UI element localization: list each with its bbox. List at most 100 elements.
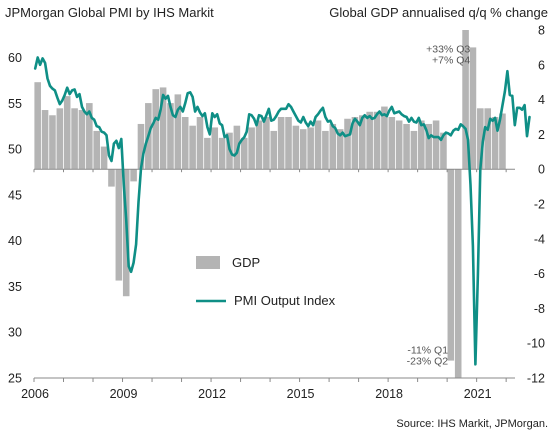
gdp-bar xyxy=(86,103,93,170)
gdp-bar xyxy=(351,117,359,170)
y-left-tick-label: 45 xyxy=(8,188,22,202)
gdp-bar xyxy=(359,115,366,170)
gdp-bar xyxy=(373,111,381,170)
gdp-bar xyxy=(204,137,211,170)
gdp-bar xyxy=(322,130,329,170)
gdp-bar xyxy=(270,130,278,170)
gdp-bar xyxy=(56,108,64,170)
legend-gdp-swatch xyxy=(196,256,220,269)
gdp-bar xyxy=(447,169,455,361)
gdp-bar xyxy=(255,120,263,170)
x-tick-label: 2006 xyxy=(21,387,49,401)
y-right-tick-label: 2 xyxy=(538,128,545,142)
gdp-bar xyxy=(159,87,167,170)
gdp-bar xyxy=(285,117,292,170)
gdp-bar xyxy=(366,111,373,170)
annotation-label: +33% Q3 xyxy=(426,44,470,56)
gdp-bar xyxy=(403,123,410,170)
gdp-bar xyxy=(41,110,49,170)
gdp-bar xyxy=(167,103,174,170)
gdp-bar xyxy=(137,123,145,170)
gdp-bar xyxy=(34,82,41,170)
y-right-tick-label: 4 xyxy=(538,93,545,107)
y-left-tick-label: 40 xyxy=(8,234,22,248)
gdp-bar xyxy=(477,108,484,170)
gdp-bar xyxy=(130,169,137,182)
gdp-bar xyxy=(240,137,248,170)
gdp-bar xyxy=(454,169,462,378)
y-left-tick-label: 30 xyxy=(8,326,22,340)
chart-title-right: Global GDP annualised q/q % change xyxy=(329,5,548,20)
gdp-bar xyxy=(381,106,388,170)
gdp-bar xyxy=(440,132,447,170)
gdp-bar xyxy=(115,169,123,281)
x-tick-label: 2018 xyxy=(375,387,403,401)
y-right-tick-label: 0 xyxy=(538,163,545,177)
gdp-bars xyxy=(34,30,506,378)
gdp-bar xyxy=(299,129,307,170)
gdp-bar xyxy=(484,108,491,170)
x-tick-label: 2021 xyxy=(464,387,492,401)
gdp-bar xyxy=(292,125,300,170)
gdp-bar xyxy=(307,127,314,170)
gdp-bar xyxy=(388,117,396,170)
y-left-tick-label: 35 xyxy=(8,280,22,294)
gdp-bar xyxy=(314,120,322,170)
y-left-tick-label: 55 xyxy=(8,97,22,111)
gdp-bar xyxy=(49,115,56,170)
y-left-tick-label: 60 xyxy=(8,51,22,65)
gdp-bar xyxy=(491,117,499,170)
y-left-tick-label: 50 xyxy=(8,143,22,157)
gdp-bar xyxy=(189,125,196,170)
gdp-bar xyxy=(418,120,425,170)
y-right-tick-label: -4 xyxy=(534,232,545,246)
gdp-bar xyxy=(395,120,403,170)
gdp-bar xyxy=(93,130,100,170)
gdp-bar xyxy=(218,137,226,170)
gdp-bar xyxy=(78,110,86,170)
annotation-label: -11% Q1 xyxy=(407,345,448,357)
y-right-tick-label: -10 xyxy=(527,337,545,351)
y-right-tick-label: 8 xyxy=(538,24,545,38)
x-tick-label: 2015 xyxy=(287,387,315,401)
gdp-bar xyxy=(499,113,506,170)
gdp-bar xyxy=(233,125,241,170)
legend-gdp-label: GDP xyxy=(232,255,260,270)
gdp-bar xyxy=(329,123,337,170)
y-right-tick-label: -12 xyxy=(527,372,545,386)
y-left-tick-label: 25 xyxy=(8,372,22,386)
annotation-label: -23% Q2 xyxy=(407,356,449,368)
gdp-bar xyxy=(181,117,189,170)
gdp-bar xyxy=(108,169,115,187)
gdp-bar xyxy=(277,117,285,170)
y-right-tick-label: 6 xyxy=(538,58,545,72)
gdp-bar xyxy=(344,118,351,170)
gdp-bar xyxy=(410,130,418,170)
gdp-bar xyxy=(469,47,477,170)
gdp-bar xyxy=(211,127,219,170)
gdp-bar xyxy=(71,108,78,170)
gdp-bar xyxy=(425,123,432,170)
x-tick-label: 2012 xyxy=(198,387,226,401)
annotations: +33% Q3+7% Q4 -11% Q1-23% Q2 xyxy=(407,44,471,368)
y-right-tick-label: -2 xyxy=(534,198,545,212)
chart-title-left: JPMorgan Global PMI by IHS Markit xyxy=(5,5,214,20)
axis-ticks: 25 30 35 40 45 50 55 60 -12 -10 -8 -6 -4 -2 0 2 4 6 8 2006 2… xyxy=(8,24,545,402)
y-right-tick-label: -8 xyxy=(534,302,545,316)
gdp-bar xyxy=(63,96,71,170)
legend: GDP PMI Output Index xyxy=(196,255,336,308)
gdp-bar xyxy=(432,120,440,170)
gdp-bar xyxy=(336,129,344,170)
gdp-bar xyxy=(174,94,182,170)
gdp-bar xyxy=(152,89,160,170)
gdp-bar xyxy=(263,117,270,170)
x-tick-label: 2009 xyxy=(110,387,138,401)
x-axis xyxy=(33,169,515,382)
gdp-bar xyxy=(100,146,108,170)
pmi-line xyxy=(33,56,531,366)
y-right-tick-label: -6 xyxy=(534,267,545,281)
gdp-bar xyxy=(462,30,469,170)
gdp-bar xyxy=(196,117,204,170)
annotation-label: +7% Q4 xyxy=(432,55,470,67)
